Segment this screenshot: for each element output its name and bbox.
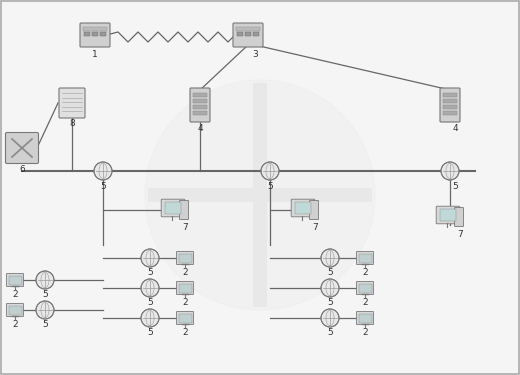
Text: 5: 5 [452,182,458,191]
FancyBboxPatch shape [176,282,193,294]
Bar [100,32,106,36]
Bar [443,111,457,115]
Bar [443,105,457,109]
Text: 8: 8 [69,119,75,128]
Bar [92,32,98,36]
Bar [237,32,243,36]
FancyBboxPatch shape [436,206,460,224]
Text: 4: 4 [452,124,458,133]
Circle shape [94,162,112,180]
Text: 5: 5 [42,290,48,299]
Bar [443,93,457,97]
Text: 2: 2 [362,298,368,307]
Text: 7: 7 [182,223,188,232]
Text: 4: 4 [197,124,203,133]
FancyBboxPatch shape [59,88,85,118]
Text: 2: 2 [182,298,188,307]
Circle shape [36,271,54,289]
Bar [236,27,260,31]
FancyBboxPatch shape [309,201,318,219]
Bar [193,99,207,103]
Text: 5: 5 [327,268,333,277]
Text: 5: 5 [147,268,153,277]
Bar [440,209,456,221]
Bar [358,314,371,322]
Text: 2: 2 [182,328,188,337]
Text: 5: 5 [327,328,333,337]
Bar [165,202,181,214]
Bar [193,105,207,109]
Bar [193,111,207,115]
Bar [358,254,371,262]
Text: 5: 5 [100,182,106,191]
FancyBboxPatch shape [454,207,463,226]
Text: 5: 5 [267,182,273,191]
Bar [83,27,107,31]
Circle shape [321,309,339,327]
Text: 5: 5 [327,298,333,307]
FancyBboxPatch shape [176,312,193,324]
Bar [178,254,191,262]
FancyBboxPatch shape [357,312,373,324]
FancyBboxPatch shape [6,303,23,316]
Text: 5: 5 [147,328,153,337]
Bar [295,202,311,214]
FancyBboxPatch shape [440,88,460,122]
Bar [8,276,21,285]
Circle shape [141,309,159,327]
Polygon shape [145,80,375,310]
Text: 1: 1 [92,50,98,59]
Bar [178,284,191,292]
Bar [178,314,191,322]
Bar [253,32,259,36]
Text: 5: 5 [147,298,153,307]
Text: 5: 5 [42,320,48,329]
Bar [193,93,207,97]
Text: 2: 2 [182,268,188,277]
Circle shape [261,162,279,180]
FancyBboxPatch shape [357,282,373,294]
Circle shape [141,249,159,267]
FancyBboxPatch shape [357,252,373,264]
FancyBboxPatch shape [179,201,189,219]
Text: 2: 2 [12,320,18,329]
Text: 3: 3 [252,50,258,59]
Bar [358,284,371,292]
FancyBboxPatch shape [161,199,185,217]
FancyBboxPatch shape [233,23,263,47]
FancyBboxPatch shape [291,199,315,217]
Circle shape [36,301,54,319]
Bar [245,32,251,36]
FancyBboxPatch shape [176,252,193,264]
Text: 2: 2 [12,290,18,299]
Text: 7: 7 [312,223,318,232]
Text: 2: 2 [362,268,368,277]
Bar [8,306,21,315]
FancyBboxPatch shape [190,88,210,122]
Text: 2: 2 [362,328,368,337]
Text: 6: 6 [19,165,25,174]
Circle shape [141,279,159,297]
FancyBboxPatch shape [80,23,110,47]
Bar [443,99,457,103]
Bar [84,32,90,36]
Text: 7: 7 [457,230,463,239]
Circle shape [441,162,459,180]
Circle shape [321,279,339,297]
Circle shape [321,249,339,267]
FancyBboxPatch shape [6,132,38,164]
FancyBboxPatch shape [6,273,23,286]
